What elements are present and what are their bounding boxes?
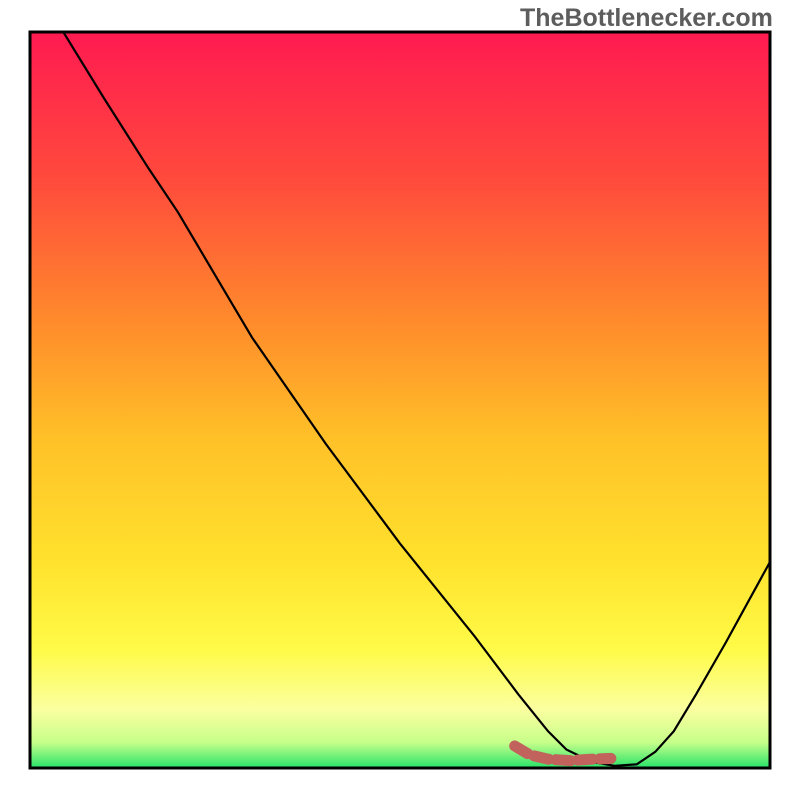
chart-frame: TheBottlenecker.com: [0, 0, 800, 800]
bottleneck-chart: [0, 0, 800, 800]
gradient-background: [30, 32, 770, 768]
